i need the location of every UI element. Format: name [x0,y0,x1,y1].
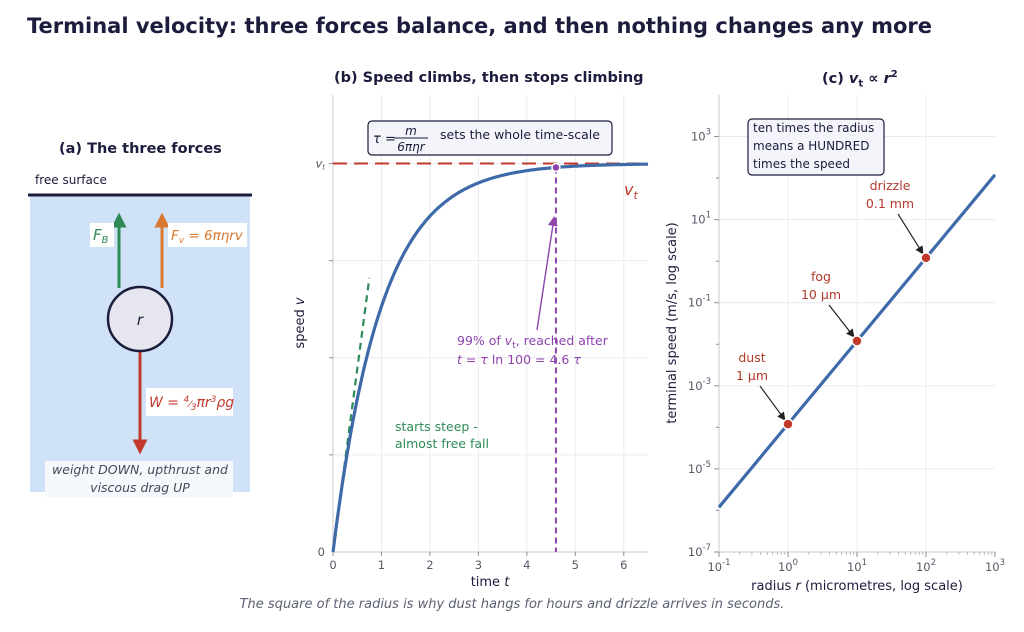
panel-c-ylabel: terminal speed (m/s, log scale) [665,222,680,424]
panel-a: free surface r FB Fv = 6πηrv W = 4⁄3πr3ρ… [28,173,252,497]
t99-annotation-line1: 99% of vt, reached after [457,333,609,351]
timescale-text: sets the whole time-scale [440,127,600,142]
panel-a-note-line2: viscous drag UP [90,480,190,495]
scaling-note-line3: times the speed [753,157,850,171]
panel-b-xtick-label: 4 [523,558,530,572]
panel-c-ytick-label: 103 [691,128,711,144]
timescale-box [367,120,613,156]
panel-b-xtick-label: 6 [620,558,627,572]
upthrust-label-box [90,223,114,247]
point-sublabel: 0.1 mm [866,196,914,211]
panel-a-note-box [45,461,233,497]
panel-b-ytick-label: 0 [318,545,325,559]
scaling-note-line2: means a HUNDRED [753,139,869,153]
speed-curve [331,162,649,553]
panel-c-xtick-label: 10-1 [707,558,730,574]
weight-label-box [146,388,233,416]
panel-c: 10-1 100 101 102 103 10-7 10-5 10-3 10-1 101 103 d… [665,95,1005,594]
data-point [920,252,932,264]
panel-a-note-line1: weight DOWN, upthrust and [52,462,228,477]
panel-c-xtick-label: 100 [778,558,798,574]
panel-b: 0 1 2 3 4 5 6 0 vt vt τ = m 6πηr sets the whole … [293,95,649,590]
t99-annotation-arrow [536,216,558,331]
steep-annotation-line1: starts steep - [395,419,478,434]
panel-c-points: dust 1 μm fog 10 μm drizzle 0.1 mm [736,178,932,430]
panel-c-ytick-label: 10-5 [688,460,711,476]
t99-annotation-line2: t = τ ln 100 = 4.6 τ [457,352,581,367]
panel-c-title: (c) vt ∝ r2 [822,69,898,90]
panel-c-ytick-label: 10-7 [688,543,711,559]
panel-c-xlabel: radius r (micrometres, log scale) [751,579,963,594]
point-label: dust [738,350,765,365]
panel-c-ticks: 10-1 100 101 102 103 10-7 10-5 10-3 10-1 101 103 [688,128,1005,574]
data-point [782,418,794,430]
panel-b-xtick-label: 3 [475,558,482,572]
point-label: drizzle [870,178,911,193]
radius-label: r [137,311,144,329]
panel-c-ytick-label: 10-3 [688,377,711,393]
free-surface-label: free surface [35,173,107,187]
point-sublabel: 1 μm [736,368,768,383]
point-annotation-arrow [828,304,855,338]
panel-b-ticks: 0 1 2 3 4 5 6 0 vt [315,157,627,572]
panel-b-xtick-label: 2 [426,558,433,572]
point-annotation-arrow [897,213,924,255]
steep-annotation-line2: almost free fall [395,436,489,451]
panel-c-xtick-label: 103 [985,558,1005,574]
panel-a-title: (a) The three forces [59,141,222,157]
drag-label-box [168,223,247,247]
panel-b-xtick-label: 1 [378,558,385,572]
timescale-formula-denominator: 6πηr [397,140,425,154]
point-sublabel: 10 μm [801,287,841,302]
data-point [851,335,863,347]
drag-label: Fv = 6πηrv [171,228,244,246]
panel-b-title: (b) Speed climbs, then stops climbing [334,70,644,86]
panel-c-xtick-label: 101 [847,558,867,574]
figure-caption: The square of the radius is why dust han… [239,597,785,612]
scaling-note-line1: ten times the radius [753,121,874,135]
scaling-note-box [747,118,885,176]
initial-slope-line [331,277,371,553]
timescale-formula-tau: τ = [373,132,396,147]
timescale-formula-numerator: m [405,124,417,138]
sphere [106,285,174,353]
panel-c-xtick-label: 102 [916,558,936,574]
panel-b-ytick-label-vt: vt [315,157,325,172]
panel-b-ylabel: speed v [293,297,308,348]
panel-b-xtick-label: 5 [572,558,579,572]
panel-b-xlabel: time t [471,575,511,590]
main-title: Terminal velocity: three forces balance,… [27,14,932,38]
vt-label: vt [624,180,638,202]
panel-c-ytick-label: 101 [691,211,711,227]
panel-c-ytick-label: 10-1 [688,294,711,310]
point-annotation-arrow [759,385,786,421]
panel-b-xtick-label: 0 [329,558,336,572]
point-label: fog [811,269,831,284]
t99-point [551,162,561,173]
